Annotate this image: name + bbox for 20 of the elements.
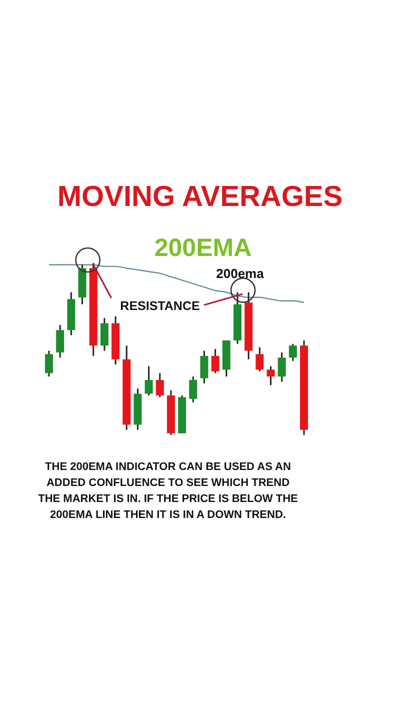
text: THE MARKET IS IN. IF THE PRICE IS BELOW THE — [38, 493, 298, 505]
candlestick — [189, 376, 198, 404]
candlestick — [288, 343, 297, 362]
chart-title: MOVING AVERAGES — [57, 181, 343, 213]
annotation: 200ema — [216, 266, 265, 281]
candlestick — [156, 372, 164, 398]
candlestick — [266, 365, 275, 386]
text: ADDED CONFLUENCE TO SEE WHICH TREND — [46, 477, 290, 489]
annotation: RESISTANCE — [120, 299, 200, 313]
candlestick — [211, 348, 220, 374]
candlestick — [45, 350, 53, 378]
text: 200EMA — [154, 234, 252, 262]
candlestick — [200, 350, 208, 384]
candlestick — [144, 365, 153, 396]
candlestick — [56, 324, 64, 358]
candlestick — [100, 317, 108, 352]
candlestick — [278, 352, 286, 382]
candlestick — [256, 346, 264, 372]
text: THE 200EMA INDICATOR CAN BE USED AS AN — [45, 461, 291, 473]
text: 200EMA LINE THEN IT IS IN A DOWN TREND. — [50, 509, 286, 521]
